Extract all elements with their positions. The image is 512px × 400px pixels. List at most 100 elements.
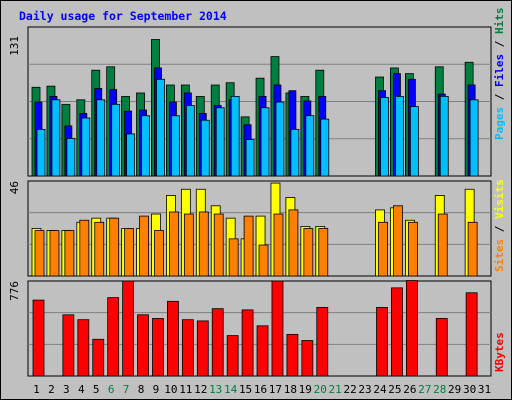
legends: Pages / Files / Hits Sites / Visits KBytes <box>493 8 506 373</box>
bar-pages-day-20 <box>320 118 330 177</box>
legend-separator: / <box>493 219 506 239</box>
y-max-label-kbytes: 776 <box>8 281 21 301</box>
x-tick-label-day-1: 1 <box>33 383 40 396</box>
bar-sites-day-11 <box>183 213 194 277</box>
bar-sites-day-1 <box>34 230 45 277</box>
bar-sites-day-28 <box>437 213 448 277</box>
bar-pages-day-30 <box>469 99 479 177</box>
bars <box>31 39 479 377</box>
bar-pages-day-12 <box>200 119 210 177</box>
bar-sites-day-10 <box>169 211 179 277</box>
bar-pages-day-24 <box>380 97 389 177</box>
bar-kbytes-day-5 <box>92 338 105 377</box>
bar-sites-day-7 <box>124 228 135 277</box>
legend-item-pages: Pages <box>493 107 506 140</box>
bar-kbytes-day-13 <box>211 308 224 377</box>
bar-kbytes-day-1 <box>32 299 45 377</box>
x-tick-label-day-22: 22 <box>343 383 356 396</box>
bar-sites-day-2 <box>49 230 60 277</box>
bar-kbytes-day-6 <box>107 297 120 377</box>
bar-kbytes-day-20 <box>316 307 329 377</box>
bar-pages-day-17 <box>275 101 285 177</box>
bar-kbytes-day-7 <box>122 280 135 377</box>
bar-pages-day-11 <box>185 105 195 177</box>
x-tick-label-day-20: 20 <box>314 383 327 396</box>
bar-kbytes-day-4 <box>77 319 90 377</box>
bar-kbytes-day-25 <box>391 287 403 377</box>
bar-pages-day-1 <box>36 128 46 177</box>
x-tick-label-day-2: 2 <box>48 383 55 396</box>
bar-pages-day-28 <box>439 95 449 177</box>
x-tick-label-day-29: 29 <box>448 383 461 396</box>
x-tick-label-day-30: 30 <box>463 383 476 396</box>
x-tick-label-day-24: 24 <box>373 383 387 396</box>
bar-kbytes-day-12 <box>196 320 209 377</box>
x-tick-label-day-14: 14 <box>224 383 238 396</box>
bar-sites-day-3 <box>64 230 75 277</box>
x-tick-label-day-19: 19 <box>299 383 312 396</box>
bar-kbytes-day-9 <box>152 318 164 377</box>
bar-kbytes-day-30 <box>465 292 478 377</box>
x-tick-label-day-10: 10 <box>164 383 177 396</box>
bar-sites-day-18 <box>288 209 299 277</box>
bar-pages-day-13 <box>215 107 225 177</box>
legend-item-files: Files <box>493 54 506 87</box>
legend-item-hits: Hits <box>493 8 506 35</box>
x-tick-label-day-27: 27 <box>418 383 431 396</box>
bar-pages-day-8 <box>141 115 150 177</box>
bar-kbytes-day-26 <box>405 280 418 377</box>
x-tick-label-day-21: 21 <box>329 383 342 396</box>
bar-sites-day-20 <box>318 228 329 277</box>
bar-kbytes-day-16 <box>256 325 269 377</box>
bar-sites-day-25 <box>393 205 403 277</box>
x-tick-label-day-9: 9 <box>153 383 160 396</box>
bar-sites-day-15 <box>243 215 254 277</box>
bar-sites-day-8 <box>139 215 149 277</box>
x-tick-label-day-16: 16 <box>254 383 267 396</box>
bar-kbytes-day-24 <box>376 307 388 377</box>
x-tick-label-day-31: 31 <box>478 383 491 396</box>
x-tick-label-day-3: 3 <box>63 383 70 396</box>
x-axis-labels: 1 2 3 4 5 6 7 8 9 10 11 12 13 14 15 16 17 18 19 20 21 22 23 24 2… <box>33 383 491 396</box>
x-tick-label-day-11: 11 <box>179 383 192 396</box>
x-tick-label-day-17: 17 <box>269 383 282 396</box>
x-tick-label-day-7: 7 <box>123 383 130 396</box>
x-tick-label-day-8: 8 <box>138 383 145 396</box>
bar-sites-day-13 <box>213 213 224 277</box>
legend-item-sites: Sites <box>493 239 506 272</box>
legend-separator: / <box>493 87 506 107</box>
bar-sites-day-4 <box>79 219 90 277</box>
bar-sites-day-16 <box>258 244 269 277</box>
bar-sites-day-19 <box>303 228 314 277</box>
bar-pages-day-4 <box>81 117 91 177</box>
legend-2: KBytes <box>493 332 506 372</box>
bar-pages-day-15 <box>245 139 255 177</box>
bar-kbytes-day-19 <box>301 340 314 377</box>
bar-pages-day-3 <box>66 138 76 177</box>
bar-sites-day-5 <box>94 221 105 277</box>
x-tick-label-day-18: 18 <box>284 383 297 396</box>
x-tick-label-day-13: 13 <box>209 383 222 396</box>
bar-pages-day-7 <box>126 133 136 177</box>
bar-pages-day-2 <box>51 99 61 177</box>
y-max-label-requests: 131 <box>8 36 21 56</box>
x-tick-label-day-25: 25 <box>388 383 401 396</box>
bar-sites-day-24 <box>378 221 388 277</box>
bar-kbytes-day-18 <box>286 333 299 377</box>
legend-1: Sites / Visits <box>493 179 506 272</box>
bar-sites-day-17 <box>273 213 284 277</box>
x-tick-label-day-26: 26 <box>403 383 416 396</box>
x-tick-label-day-5: 5 <box>93 383 100 396</box>
bar-kbytes-day-3 <box>62 314 75 377</box>
bar-sites-day-30 <box>467 221 478 277</box>
bar-sites-day-6 <box>109 217 120 277</box>
bar-pages-day-9 <box>156 78 165 177</box>
bar-pages-day-16 <box>260 107 270 177</box>
x-tick-label-day-4: 4 <box>78 383 85 396</box>
y-max-label-visits: 46 <box>8 181 21 194</box>
x-tick-label-day-23: 23 <box>358 383 371 396</box>
bar-sites-day-14 <box>228 238 239 277</box>
bar-pages-day-19 <box>305 115 315 177</box>
bar-kbytes-day-10 <box>167 300 179 377</box>
